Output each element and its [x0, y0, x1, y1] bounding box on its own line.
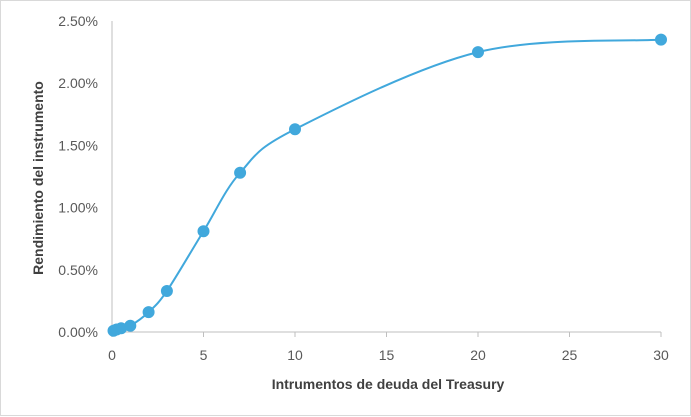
y-axis-title: Rendimiento del instrumento — [30, 81, 46, 275]
x-tick-label: 15 — [379, 347, 395, 363]
data-point[interactable] — [234, 166, 247, 179]
x-tick-label: 30 — [653, 347, 669, 363]
x-tick-label: 5 — [200, 347, 208, 363]
y-tick-label: 0.50% — [58, 262, 98, 278]
data-point[interactable] — [142, 306, 155, 319]
x-axis-title: Intrumentos de deuda del Treasury — [272, 376, 505, 392]
x-tick-label: 25 — [562, 347, 578, 363]
y-tick-labels: 0.00% 0.50% 1.00% 1.50% 2.00% 2.50% — [58, 13, 98, 340]
data-point[interactable] — [655, 33, 667, 46]
y-tick-label: 1.50% — [58, 137, 98, 153]
x-tick-label: 20 — [470, 347, 486, 363]
data-point[interactable] — [289, 123, 301, 136]
x-tick-label: 0 — [108, 347, 116, 363]
x-tick-labels: 0 5 10 15 20 25 30 — [108, 332, 669, 363]
data-point[interactable] — [197, 225, 210, 238]
x-tick-label: 10 — [287, 347, 303, 363]
series-line — [113, 38, 662, 332]
data-point[interactable] — [160, 284, 173, 297]
y-tick-label: 0.00% — [58, 324, 98, 340]
y-tick-label: 2.50% — [58, 13, 98, 29]
data-point[interactable] — [472, 46, 484, 59]
data-point[interactable] — [124, 319, 137, 332]
y-tick-label: 2.00% — [58, 75, 98, 91]
series-layer — [107, 33, 667, 337]
y-tick-label: 1.00% — [58, 200, 98, 216]
